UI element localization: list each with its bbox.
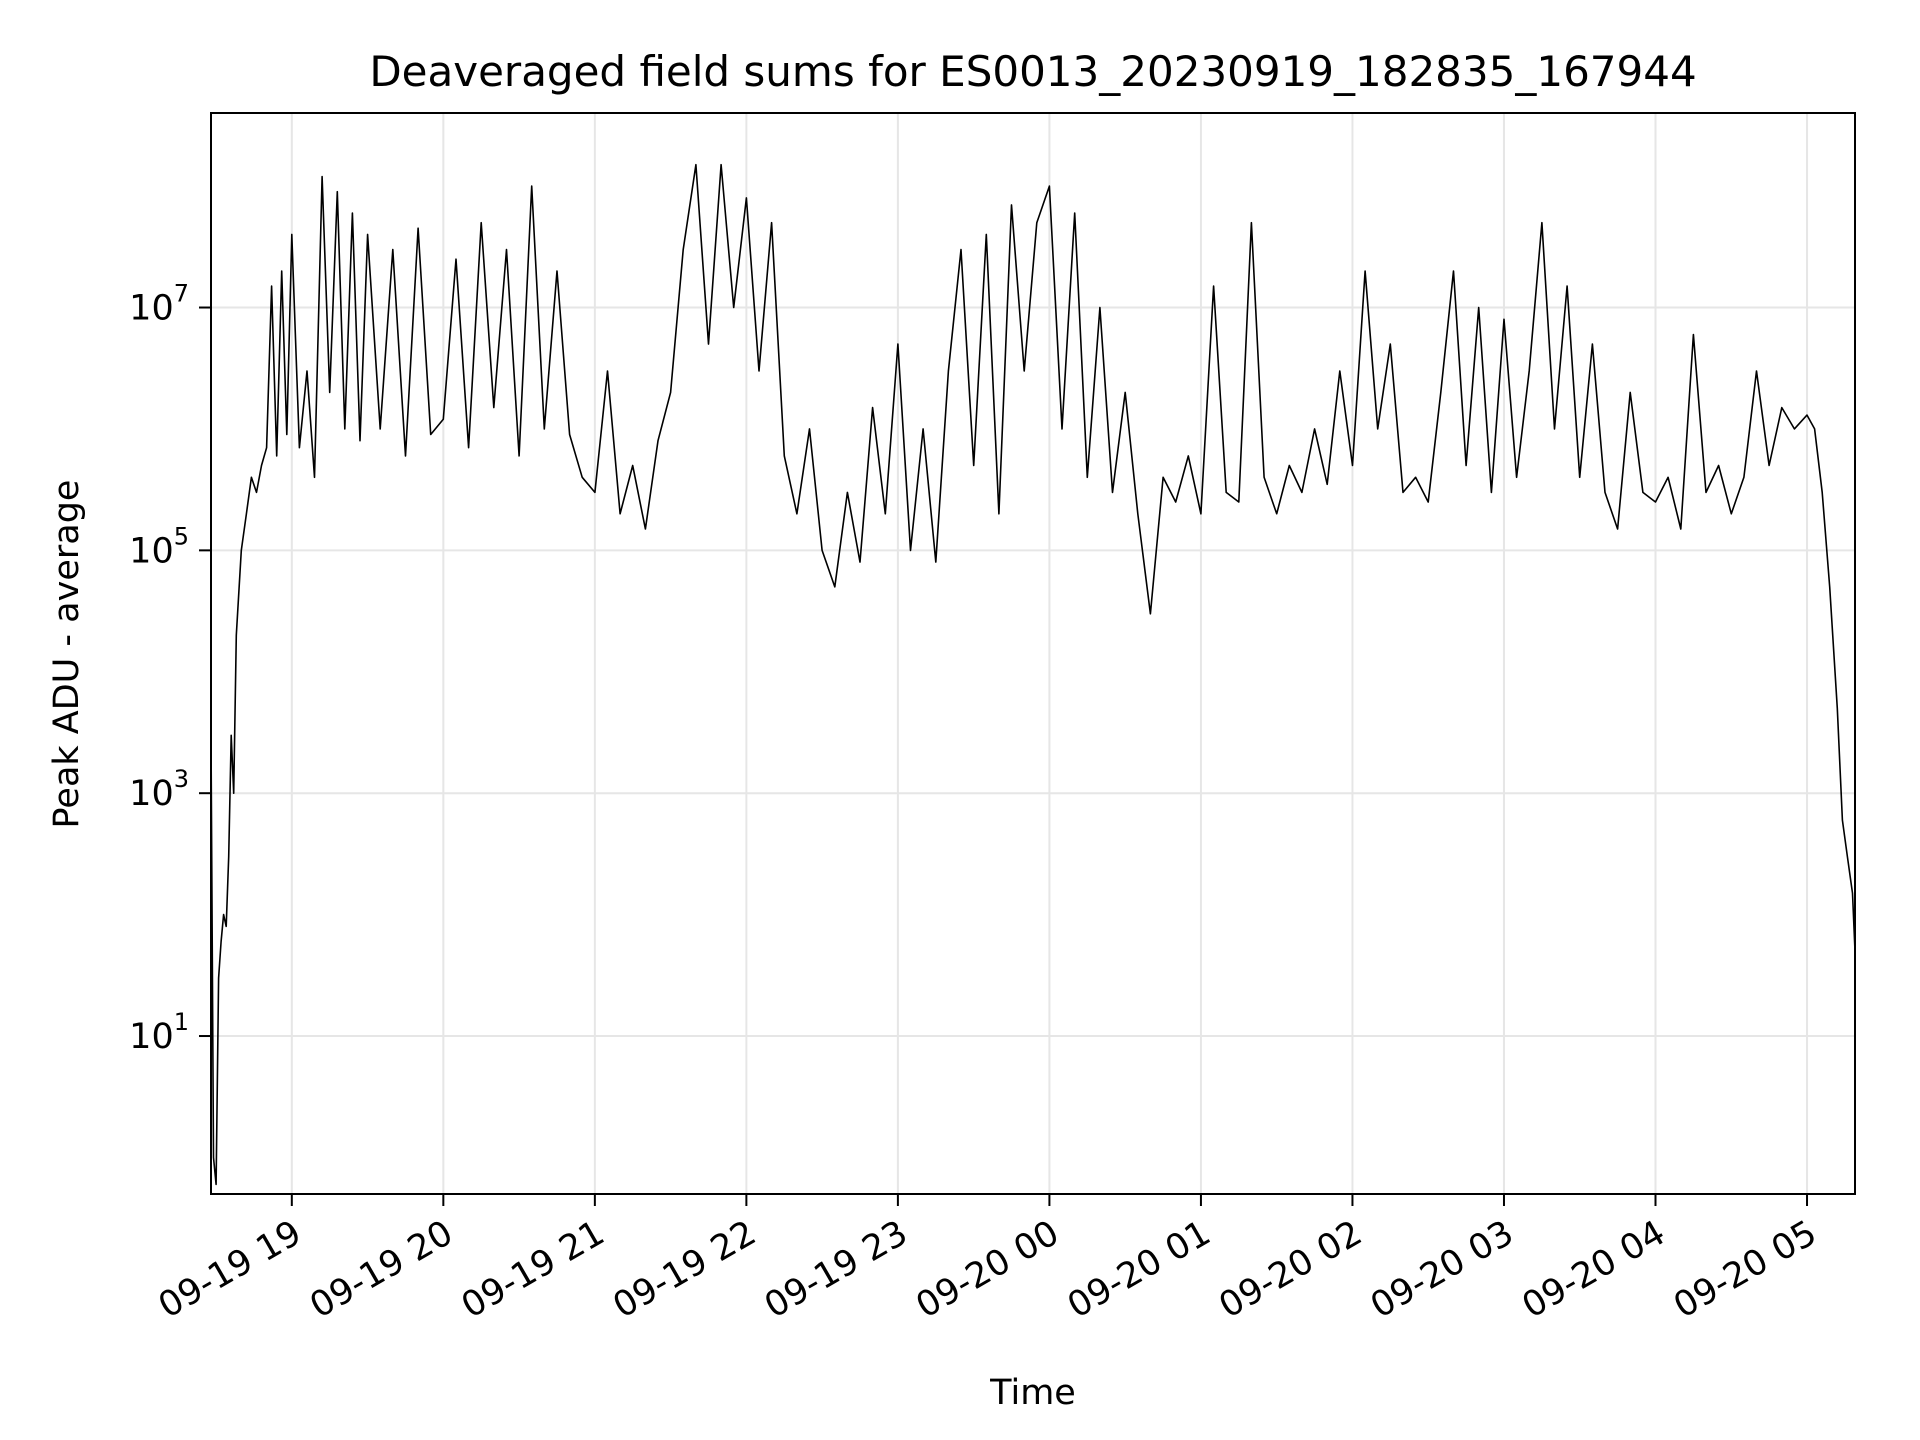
grid xyxy=(211,113,1855,1194)
y-tick-exponent: 5 xyxy=(174,522,189,550)
y-tick-exponent: 3 xyxy=(174,765,189,793)
x-axis-label: Time xyxy=(989,1373,1076,1413)
y-tick-label: 107 xyxy=(129,280,189,329)
y-tick-label: 103 xyxy=(129,765,189,814)
chart-title: Deaveraged field sums for ES0013_2023091… xyxy=(369,47,1696,96)
series-line xyxy=(211,163,1855,1186)
y-tick-label: 101 xyxy=(129,1008,189,1057)
y-tick-label: 105 xyxy=(129,522,189,571)
y-tick-base: 10 xyxy=(129,1017,174,1057)
y-tick-exponent: 7 xyxy=(174,280,189,308)
y-tick-base: 10 xyxy=(129,289,174,329)
y-tick-exponent: 1 xyxy=(174,1008,189,1036)
y-tick-base: 10 xyxy=(129,531,174,571)
plot-frame xyxy=(210,112,1856,1195)
y-axis-label: Peak ADU - average xyxy=(47,480,87,829)
y-tick-base: 10 xyxy=(129,774,174,814)
line-series xyxy=(211,163,1855,1186)
